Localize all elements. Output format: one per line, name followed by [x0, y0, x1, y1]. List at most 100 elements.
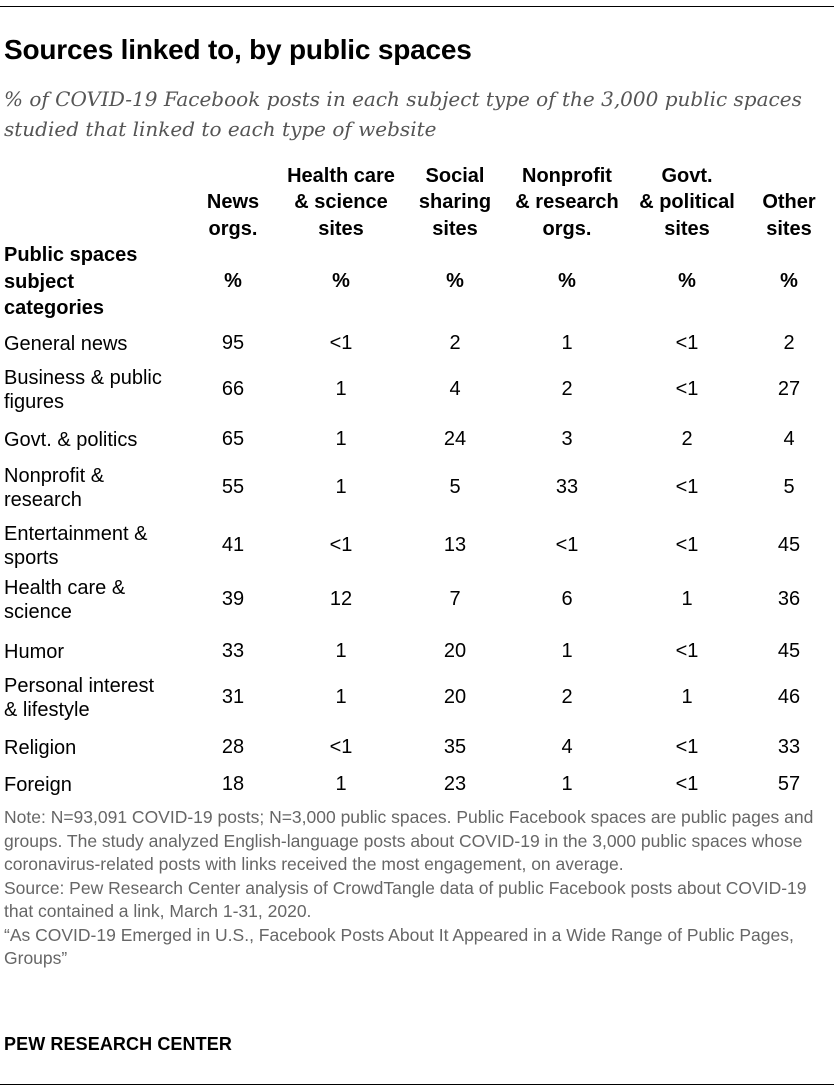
row-label-line: Personal interest: [4, 675, 155, 697]
table-cell: 2: [449, 332, 461, 354]
chart-subtitle: % of COVID-19 Facebook posts in each sub…: [4, 87, 802, 141]
table-cell: 4: [783, 428, 795, 450]
column-header-line: Social: [425, 164, 485, 187]
column-unit: %: [332, 270, 350, 292]
row-label-line: Foreign: [4, 774, 72, 796]
column-unit: %: [446, 270, 464, 292]
row-label-line: Govt. & politics: [4, 429, 138, 451]
table-cell: 1: [335, 640, 347, 662]
row-label: General news: [4, 332, 127, 356]
table-cell: 2: [561, 686, 573, 708]
table-cell: 45: [777, 534, 801, 556]
table-cell: 1: [335, 476, 347, 498]
table-cell: <1: [675, 534, 699, 556]
table-cell: 1: [335, 428, 347, 450]
table-cell: 20: [443, 686, 467, 708]
table-cell: 4: [449, 378, 461, 400]
table-cell: <1: [675, 773, 699, 795]
table-cell: 1: [681, 686, 693, 708]
column-header-line: sites: [766, 217, 812, 240]
table-cell: 39: [221, 588, 245, 610]
column-header-line: sites: [664, 217, 710, 240]
column-unit: %: [224, 270, 242, 292]
table-cell: 55: [221, 476, 245, 498]
report-title: “As COVID-19 Emerged in U.S., Facebook P…: [4, 924, 794, 969]
column-header: Govt. & political sites: [627, 162, 747, 242]
top-rule: [0, 6, 834, 7]
table-cell: 24: [443, 428, 467, 450]
table-cell: <1: [329, 332, 353, 354]
table-cell: 27: [777, 378, 801, 400]
table-cell: 7: [449, 588, 461, 610]
column-header-line: sites: [432, 217, 478, 240]
table-cell: 45: [777, 640, 801, 662]
row-label: Humor: [4, 640, 64, 664]
table-cell: <1: [675, 640, 699, 662]
source-text: Source: Pew Research Center analysis of …: [4, 877, 807, 922]
row-label-line: sports: [4, 547, 59, 569]
row-label: Religion: [4, 736, 76, 760]
column-header-line: Other: [762, 191, 816, 213]
stub-header-line: categories: [4, 297, 105, 319]
table-cell: 23: [443, 773, 467, 795]
table-cell: <1: [675, 332, 699, 354]
table-cell: 95: [221, 332, 245, 354]
column-header-line: Health care: [287, 164, 395, 187]
stub-header: Public spaces subject categories: [4, 242, 137, 322]
table-cell: 5: [449, 476, 461, 498]
column-unit: %: [558, 270, 576, 292]
table-cell: 46: [777, 686, 801, 708]
table-cell: 1: [335, 378, 347, 400]
table-cell: 20: [443, 640, 467, 662]
row-label: Nonprofit & research: [4, 464, 104, 512]
brand-logo-text: PEW RESEARCH CENTER: [4, 1034, 232, 1054]
column-header-line: & science: [294, 191, 388, 213]
table-cell: 18: [221, 773, 245, 795]
table-cell: <1: [675, 476, 699, 498]
notes: Note: N=93,091 COVID-19 posts; N=3,000 p…: [4, 806, 830, 971]
column-unit: %: [780, 270, 798, 292]
table-cell: 33: [555, 476, 579, 498]
column-header-line: Govt.: [661, 164, 713, 187]
row-label-line: Entertainment &: [4, 523, 148, 545]
table-cell: 66: [221, 378, 245, 400]
row-label-line: Humor: [4, 641, 65, 663]
table-cell: 2: [783, 332, 795, 354]
table-cell: 6: [561, 588, 573, 610]
table-cell: 1: [335, 686, 347, 708]
table-cell: 13: [443, 534, 467, 556]
row-label-line: Business & public: [4, 367, 162, 389]
table-cell: 31: [221, 686, 245, 708]
table-cell: 57: [777, 773, 801, 795]
table-cell: <1: [555, 534, 579, 556]
table-cell: 1: [335, 773, 347, 795]
table-cell: 3: [561, 428, 573, 450]
table-cell: 5: [783, 476, 795, 498]
row-label: Govt. & politics: [4, 428, 137, 452]
column-header: Nonprofit & research orgs.: [502, 162, 632, 242]
note-text: Note: N=93,091 COVID-19 posts; N=3,000 p…: [4, 807, 814, 874]
column-header-line: News: [206, 191, 260, 213]
row-label-line: General news: [4, 333, 128, 355]
column-header: News orgs.: [188, 162, 278, 242]
column-header-line: sharing: [418, 191, 492, 213]
column-header-line: orgs.: [208, 217, 258, 240]
table-cell: <1: [329, 534, 353, 556]
table-cell: 2: [561, 378, 573, 400]
row-label: Business & public figures: [4, 366, 162, 414]
table-cell: 4: [561, 736, 573, 758]
table-cell: 28: [221, 736, 245, 758]
column-header: Other sites: [749, 162, 829, 242]
column-header: Social sharing sites: [405, 162, 505, 242]
table-cell: 2: [681, 428, 693, 450]
row-label-line: science: [4, 601, 72, 623]
table-cell: 12: [329, 588, 353, 610]
table-cell: <1: [675, 736, 699, 758]
table-cell: 1: [561, 332, 573, 354]
table-cell: <1: [329, 736, 353, 758]
row-label-line: Nonprofit &: [4, 465, 105, 487]
stub-header-line: Public spaces: [4, 244, 138, 266]
table-cell: 65: [221, 428, 245, 450]
table-cell: 33: [777, 736, 801, 758]
table-cell: 35: [443, 736, 467, 758]
